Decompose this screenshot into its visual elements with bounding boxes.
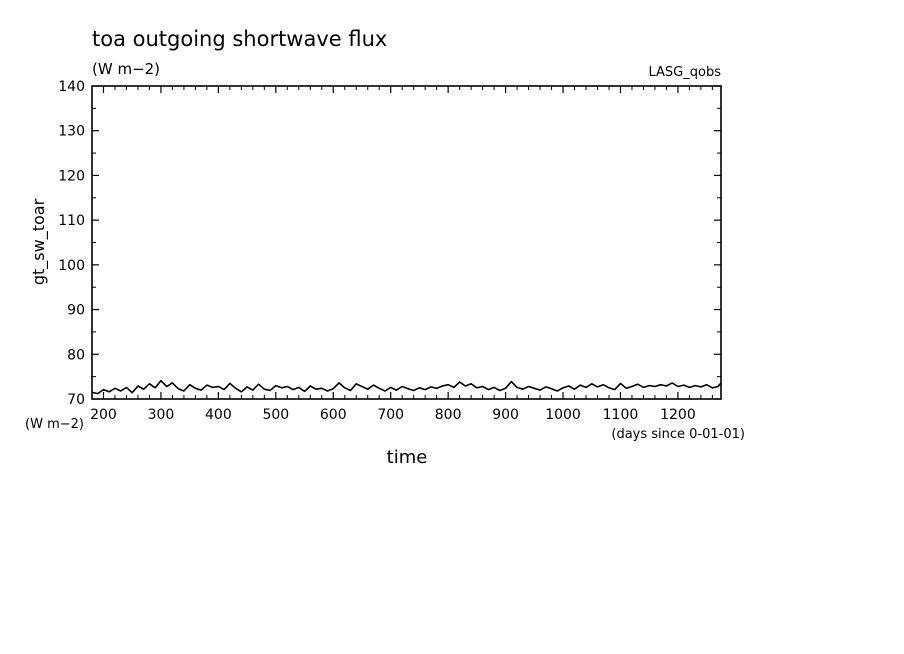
y-tick-label: 130 (58, 124, 85, 140)
chart-annotation: LASG_qobs (649, 65, 722, 80)
x-tick-label: 1200 (660, 407, 696, 423)
y-tick-label: 120 (58, 168, 85, 184)
chart-title: toa outgoing shortwave flux (92, 27, 387, 51)
y-tick-label: 70 (67, 392, 85, 408)
x-tick-label: 400 (205, 407, 232, 423)
x-axis-ticks: 200 300 400 500 600 700 800 900 1000 1100 1200 (90, 86, 713, 423)
x-tick-label: 800 (435, 407, 462, 423)
y-tick-label: 140 (58, 79, 85, 95)
x-tick-label: 1100 (603, 407, 639, 423)
x-tick-label: 900 (492, 407, 519, 423)
y-axis-ticks: 70 80 90 100 110 120 130 140 (58, 79, 721, 408)
x-tick-label: 200 (90, 407, 117, 423)
x-axis-label: time (387, 447, 428, 468)
x-tick-label: 300 (148, 407, 175, 423)
series-line (91, 379, 722, 395)
y-axis-units: (W m−2) (25, 417, 84, 432)
y-axis-label: gt_sw_toar (29, 198, 49, 285)
y-tick-label: 90 (67, 303, 85, 319)
x-axis-units: (days since 0-01-01) (611, 427, 745, 442)
x-tick-label: 1000 (545, 407, 581, 423)
chart-subtitle: (W m−2) (92, 60, 160, 78)
y-tick-label: 110 (58, 213, 85, 229)
x-tick-label: 600 (320, 407, 347, 423)
y-tick-label: 100 (58, 258, 85, 274)
x-tick-label: 500 (262, 407, 289, 423)
x-tick-label: 700 (377, 407, 404, 423)
y-tick-label: 80 (67, 347, 85, 363)
plot-frame (91, 85, 722, 400)
